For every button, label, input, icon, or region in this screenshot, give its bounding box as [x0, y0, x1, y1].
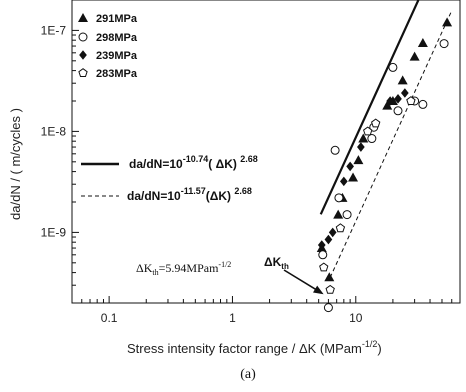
legend-marker-2 — [78, 32, 88, 42]
x-tick-label: 0.1 — [101, 311, 118, 325]
point-298MPa-8 — [388, 62, 398, 72]
point-239MPa-1 — [317, 240, 326, 250]
point-239MPa-9 — [401, 88, 409, 98]
legend: 291MPa 298MPa 239MPa 283MPa — [78, 13, 138, 80]
legend-label-1: 291MPa — [96, 13, 138, 25]
equation-dashed: da/dN=10-11.57(ΔK) 2.68 — [127, 186, 252, 203]
legend-marker-3 — [79, 50, 87, 60]
point-291MPa-11 — [409, 51, 420, 61]
point-239MPa-7 — [386, 96, 394, 106]
threshold-arrow-label: ΔKth — [264, 255, 289, 271]
y-tick-label: 1E-8 — [41, 124, 67, 138]
point-283MPa-6 — [406, 96, 416, 105]
axis-ticks: 0.1 1 10 1E-9 1E-8 1E-7 — [41, 0, 461, 325]
data-points — [316, 17, 453, 313]
y-axis-label: da/dN / ( m/cycles ) — [8, 108, 23, 220]
point-283MPa-4 — [363, 126, 373, 136]
point-283MPa-3 — [335, 223, 346, 233]
point-291MPa-13 — [442, 17, 453, 27]
point-283MPa-5 — [371, 118, 381, 128]
fit-line-solid — [319, 0, 420, 215]
legend-markers — [78, 13, 88, 77]
point-298MPa-9 — [393, 106, 403, 116]
axes-box — [71, 0, 461, 304]
point-283MPa-2 — [325, 284, 335, 294]
point-239MPa-4 — [339, 176, 348, 187]
fit-lines — [319, 0, 453, 278]
x-axis-label: Stress intensity factor range / ΔK (MPam… — [127, 339, 382, 356]
y-tick-label: 1E-7 — [41, 23, 67, 37]
legend-label-4: 283MPa — [96, 68, 138, 80]
point-291MPa-8 — [382, 100, 393, 110]
point-239MPa-5 — [346, 161, 354, 172]
point-239MPa-6 — [357, 142, 365, 152]
point-298MPa-2 — [318, 250, 328, 260]
equation-solid: da/dN=10-10.74( ΔK) 2.68 — [129, 154, 258, 171]
figure-caption: (a) — [240, 367, 256, 382]
point-291MPa-6 — [353, 155, 364, 165]
legend-marker-4 — [78, 68, 88, 77]
point-239MPa-3 — [328, 227, 337, 238]
threshold-arrow — [283, 269, 319, 292]
threshold-label: ΔKth=5.94MPam-1/2 — [136, 260, 231, 277]
point-291MPa-12 — [417, 38, 428, 48]
threshold-annotation: ΔKth=5.94MPam-1/2 ΔKth — [136, 255, 324, 295]
point-291MPa-7 — [358, 133, 369, 143]
point-239MPa-8 — [394, 94, 402, 104]
legend-label-3: 239MPa — [96, 50, 138, 62]
point-298MPa-12 — [439, 39, 449, 49]
plot-frame — [71, 0, 461, 304]
point-291MPa-2 — [324, 272, 335, 282]
point-239MPa-2 — [324, 234, 333, 245]
point-298MPa-1 — [323, 303, 333, 313]
fit-line-dashed — [329, 10, 453, 278]
threshold-arrow-head — [312, 285, 324, 295]
point-298MPa-5 — [342, 210, 352, 220]
point-283MPa-1 — [319, 262, 329, 272]
x-tick-label: 1 — [229, 311, 236, 325]
point-298MPa-11 — [418, 99, 428, 109]
point-291MPa-5 — [348, 172, 359, 182]
legend-marker-1 — [78, 13, 88, 22]
y-tick-label: 1E-9 — [41, 225, 67, 239]
fit-equations: da/dN=10-10.74( ΔK) 2.68 da/dN=10-11.57(… — [81, 154, 258, 203]
point-298MPa-3 — [330, 145, 340, 155]
point-298MPa-6 — [367, 134, 377, 144]
point-298MPa-4 — [334, 193, 344, 203]
legend-label-2: 298MPa — [96, 32, 138, 44]
point-291MPa-3 — [333, 209, 344, 219]
point-291MPa-10 — [397, 75, 408, 85]
x-tick-label: 10 — [349, 311, 363, 325]
